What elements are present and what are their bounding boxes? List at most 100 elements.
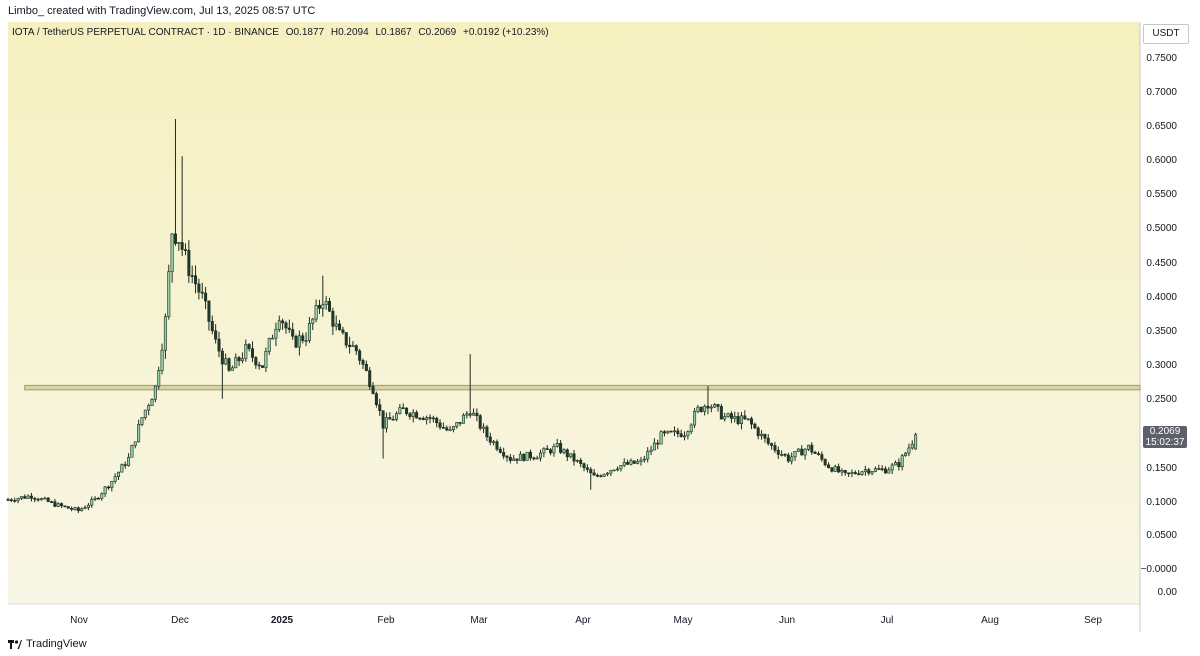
candle-body [334, 323, 338, 327]
candle [723, 412, 727, 422]
candle-body [143, 409, 147, 418]
candle-body [60, 503, 64, 507]
candle-body [535, 457, 539, 460]
candle [214, 324, 218, 344]
candle [56, 502, 60, 508]
candle-body [123, 464, 127, 466]
candle-body [63, 505, 67, 508]
candle-body [800, 448, 804, 456]
candle-body [616, 468, 620, 471]
candle-body [518, 453, 522, 461]
candle-body [364, 363, 368, 371]
candle-body [642, 458, 646, 461]
candle-body [739, 415, 743, 424]
candle-body [26, 495, 30, 499]
candle-body [559, 443, 563, 453]
candle-body [93, 497, 97, 500]
candle [291, 322, 295, 340]
candle-body [287, 327, 291, 330]
candle [438, 419, 442, 430]
y-tick-label: 0.3000 [1146, 360, 1177, 371]
candle-body [301, 335, 305, 341]
candle-body [39, 498, 43, 501]
candle-body [468, 413, 472, 416]
candle-body [133, 441, 137, 446]
candle [626, 459, 630, 465]
candle [411, 409, 415, 423]
candle-body [36, 498, 40, 501]
candle [498, 446, 502, 454]
candle-body [264, 351, 268, 368]
candle [555, 438, 559, 448]
candle [36, 497, 40, 502]
candle-body [753, 423, 757, 429]
candle [43, 496, 47, 500]
candle-body [619, 465, 623, 470]
candle-body [649, 449, 653, 452]
candle-body [502, 452, 506, 457]
candle-body [150, 399, 154, 406]
candle-body [696, 406, 700, 412]
tradingview-logo[interactable]: TradingView [8, 638, 87, 650]
candle [66, 506, 70, 509]
candle-body [830, 467, 834, 472]
candle [187, 240, 191, 283]
candle-body [887, 469, 891, 474]
candle [746, 418, 750, 421]
candle-body [344, 332, 348, 346]
candle [796, 448, 800, 452]
candle-body [766, 437, 770, 444]
candle [234, 353, 238, 369]
candle [348, 336, 352, 354]
candle [388, 412, 392, 420]
candle-body [843, 470, 847, 474]
candle-body [485, 426, 489, 438]
candle [880, 465, 884, 472]
candle-body [90, 499, 94, 506]
candle [656, 439, 660, 450]
top-bar: Limbo_ created with TradingView.com, Jul… [0, 0, 1200, 22]
candle [857, 470, 861, 476]
candle-body [244, 344, 248, 359]
candle [220, 348, 224, 399]
candle [354, 344, 358, 355]
candle [331, 307, 335, 335]
candle-body [786, 454, 790, 462]
candle-body [425, 417, 429, 420]
candle [106, 485, 110, 490]
chart-frame[interactable]: 0.7500 0.7000 0.6500 0.6000 0.5500 0.5000 0.45… [0, 22, 1200, 632]
candle [321, 275, 325, 317]
chart-canvas[interactable]: 0.7500 0.7000 0.6500 0.6000 0.5500 0.5000 0.45… [0, 22, 1200, 632]
candle [492, 439, 496, 446]
candle [317, 299, 321, 314]
candle [585, 464, 589, 473]
y-tick-label: 0.1500 [1146, 463, 1177, 474]
candle-body [56, 503, 60, 507]
candle-body [127, 456, 131, 466]
candle-body [505, 455, 509, 458]
candle-body [883, 468, 887, 474]
candle [696, 404, 700, 414]
candle [190, 265, 194, 284]
candle [401, 403, 405, 410]
x-tick-label: Dec [171, 615, 189, 626]
currency-selector[interactable]: USDT [1143, 24, 1189, 44]
footer: TradingView [0, 632, 1200, 656]
candle [605, 471, 609, 477]
candle [904, 452, 908, 457]
x-tick-label: Jul [881, 615, 894, 626]
candle-body [498, 448, 502, 453]
candle-body [284, 322, 288, 329]
candle-body [756, 427, 760, 437]
candle-body [894, 462, 898, 466]
candle-body [183, 249, 188, 251]
candle-body [217, 338, 221, 352]
candle-body [605, 472, 609, 475]
candle-body [659, 431, 663, 445]
candle-body [595, 474, 599, 477]
candle-body [163, 316, 167, 351]
candle-body [388, 417, 392, 420]
candle [250, 341, 254, 363]
candle-body [746, 418, 750, 420]
legend-close: C0.2069 [418, 27, 457, 38]
